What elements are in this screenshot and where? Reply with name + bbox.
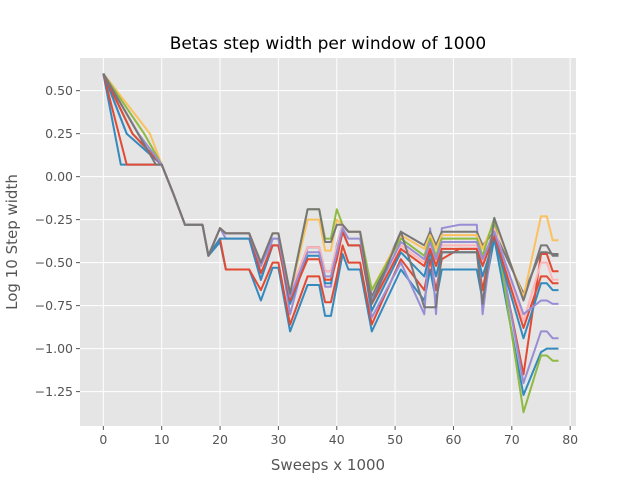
y-axis-ticks: 0.50 0.25 0.00 −0.25 −0.50 −0.75 −1.00 −1.25 (35, 83, 80, 399)
y-tick-label: −0.50 (35, 255, 73, 270)
series-layer (102, 72, 559, 414)
y-tick-label: −1.25 (35, 384, 73, 399)
y-tick-label: 0.50 (45, 83, 73, 98)
x-axis-label: Sweeps x 1000 (271, 456, 385, 474)
x-tick-label: 20 (212, 432, 228, 447)
y-axis-label: Log 10 Step width (3, 174, 21, 310)
y-tick-label: 0.25 (45, 126, 73, 141)
y-tick-label: 0.00 (45, 169, 73, 184)
x-tick-label: 0 (99, 432, 107, 447)
x-tick-label: 60 (446, 432, 462, 447)
y-tick-label: −0.75 (35, 298, 73, 313)
x-axis-ticks: 0 10 20 30 40 50 60 70 80 (99, 426, 578, 447)
series-line (102, 72, 559, 309)
x-tick-label: 70 (504, 432, 520, 447)
x-tick-label: 40 (329, 432, 345, 447)
x-tick-label: 30 (270, 432, 286, 447)
x-tick-label: 10 (154, 432, 170, 447)
y-tick-label: −1.00 (35, 341, 73, 356)
x-tick-label: 80 (562, 432, 578, 447)
x-tick-label: 50 (387, 432, 403, 447)
grid-lines (80, 58, 576, 426)
y-tick-label: −0.25 (35, 212, 73, 227)
chart-title: Betas step width per window of 1000 (170, 34, 487, 54)
